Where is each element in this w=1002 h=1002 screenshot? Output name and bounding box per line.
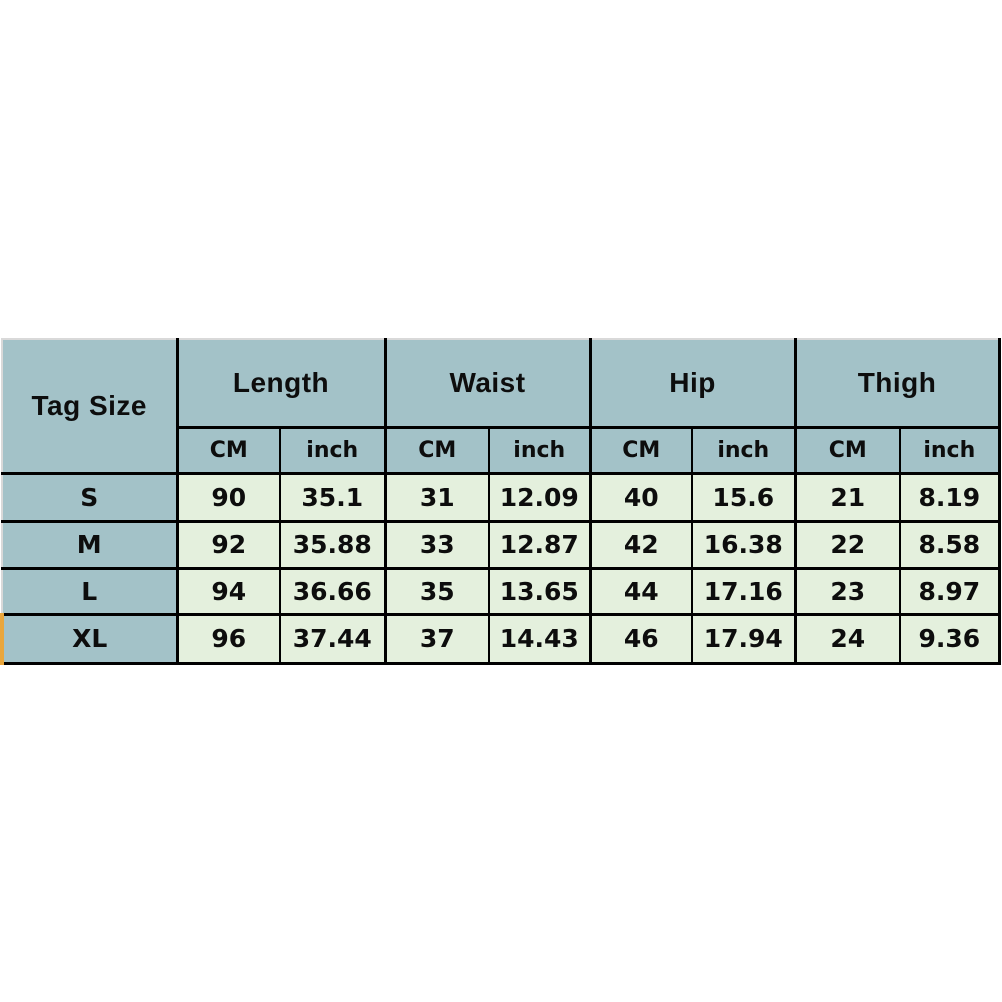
group-header-hip: Hip: [588, 338, 797, 429]
cell-m-thigh-inch: 8.58: [899, 519, 1001, 570]
group-header-length: Length: [175, 338, 387, 429]
row-label-s: S: [1, 471, 179, 523]
cell-s-length-cm: 90: [175, 471, 281, 523]
unit-header-hip-inch: inch: [691, 425, 797, 475]
cell-m-waist-cm: 33: [383, 519, 490, 570]
cell-m-waist-inch: 12.87: [487, 519, 592, 570]
table-row-l: L 94 36.66 35 13.65 44 17.16 23 8.97: [1, 566, 1001, 616]
corner-header-tag-size: Tag Size: [1, 338, 179, 475]
unit-header-waist-cm: CM: [383, 425, 490, 475]
cell-l-length-inch: 36.66: [279, 566, 387, 616]
cell-l-waist-cm: 35: [383, 566, 490, 616]
unit-header-length-inch: inch: [279, 425, 387, 475]
cell-s-hip-inch: 15.6: [691, 471, 797, 523]
cell-l-thigh-inch: 8.97: [899, 566, 1001, 616]
group-header-waist: Waist: [383, 338, 592, 429]
row-label-l: L: [1, 566, 179, 616]
cell-xl-waist-inch: 14.43: [487, 612, 592, 665]
header-group-row: Tag Size Length Waist Hip Thigh: [1, 338, 1001, 475]
table-row-m: M 92 35.88 33 12.87 42 16.38 22 8.58: [1, 519, 1001, 570]
cell-xl-hip-inch: 17.94: [691, 612, 797, 665]
cell-m-length-inch: 35.88: [279, 519, 387, 570]
unit-header-thigh-cm: CM: [793, 425, 902, 475]
cell-xl-waist-cm: 37: [383, 612, 490, 665]
cell-xl-thigh-inch: 9.36: [899, 612, 1001, 665]
cell-l-hip-cm: 44: [588, 566, 694, 616]
unit-header-hip-cm: CM: [588, 425, 694, 475]
cell-s-length-inch: 35.1: [279, 471, 387, 523]
cell-l-hip-inch: 17.16: [691, 566, 797, 616]
unit-header-waist-inch: inch: [487, 425, 592, 475]
row-label-m: M: [1, 519, 179, 570]
cell-xl-length-inch: 37.44: [279, 612, 387, 665]
cell-xl-thigh-cm: 24: [793, 612, 902, 665]
cell-m-length-cm: 92: [175, 519, 281, 570]
table-row-xl: XL 96 37.44 37 14.43 46 17.94 24 9.36: [0, 612, 1001, 665]
cell-xl-length-cm: 96: [175, 612, 281, 665]
unit-header-row: CM inch CM inch CM inch CM inch: [2, 425, 1001, 475]
cell-xl-hip-cm: 46: [588, 612, 694, 665]
table-row-s: S 90 35.1 31 12.09 40 15.6 21 8.19: [1, 471, 1001, 523]
cell-l-waist-inch: 13.65: [487, 566, 592, 616]
cell-l-length-cm: 94: [175, 566, 281, 616]
cell-s-waist-inch: 12.09: [487, 471, 592, 523]
group-header-thigh: Thigh: [793, 338, 1001, 429]
unit-header-thigh-inch: inch: [899, 425, 1001, 475]
size-chart-table: Tag Size Length Waist Hip Thigh CM inch …: [0, 338, 1001, 665]
cell-l-thigh-cm: 23: [793, 566, 902, 616]
cell-m-hip-inch: 16.38: [691, 519, 797, 570]
cell-s-thigh-cm: 21: [793, 471, 902, 523]
unit-header-length-cm: CM: [176, 425, 281, 475]
cell-s-hip-cm: 40: [588, 471, 694, 523]
cell-s-waist-cm: 31: [383, 471, 490, 523]
cell-m-thigh-cm: 22: [793, 519, 902, 570]
size-chart: Tag Size Length Waist Hip Thigh CM inch …: [0, 338, 1001, 665]
cell-m-hip-cm: 42: [588, 519, 694, 570]
row-label-xl: XL: [0, 612, 179, 665]
cell-s-thigh-inch: 8.19: [899, 471, 1001, 523]
